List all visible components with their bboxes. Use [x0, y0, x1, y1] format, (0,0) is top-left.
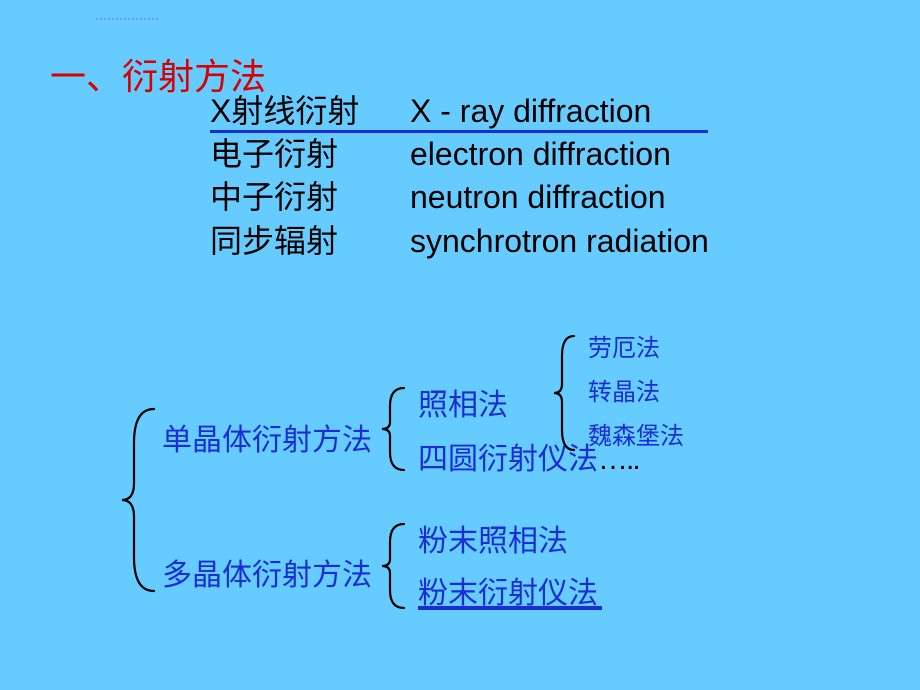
table-row: X射线衍射 X - ray diffraction	[210, 90, 709, 133]
cell-cn: 同步辐射	[210, 220, 410, 263]
branch-label: 多晶体衍射方法	[162, 550, 372, 594]
brace-icon	[552, 332, 580, 454]
subbranch-label: 照相法	[418, 380, 508, 424]
leaf-underline	[418, 606, 602, 610]
brace-icon	[380, 384, 410, 474]
cell-en: synchrotron radiation	[410, 220, 709, 263]
cell-cn: 中子衍射	[210, 176, 410, 219]
xray-underline	[210, 130, 708, 133]
branch-label: 单晶体衍射方法	[162, 415, 372, 459]
cell-en: electron diffraction	[410, 133, 671, 176]
table-row: 中子衍射 neutron diffraction	[210, 176, 709, 219]
table-row: 电子衍射 electron diffraction	[210, 133, 709, 176]
cell-cn: X射线衍射	[210, 90, 410, 133]
decorative-dash	[96, 18, 158, 20]
brace-icon	[380, 520, 410, 612]
cell-cn: 电子衍射	[210, 133, 410, 176]
brace-icon	[120, 405, 160, 595]
leaf-label: 粉末照相法	[418, 516, 568, 560]
leaf-label: 魏森堡法	[588, 416, 684, 451]
cell-en: X - ray diffraction	[410, 90, 651, 133]
method-tree: 单晶体衍射方法 照相法 四圆衍射仪法….. 劳厄法 转晶法 魏森堡法 多晶体衍射…	[120, 340, 880, 660]
cell-en: neutron diffraction	[410, 176, 666, 219]
leaf-label: 转晶法	[588, 372, 660, 407]
leaf-label: 劳厄法	[588, 328, 660, 363]
methods-table: X射线衍射 X - ray diffraction 电子衍射 electron …	[210, 90, 709, 263]
table-row: 同步辐射 synchrotron radiation	[210, 220, 709, 263]
